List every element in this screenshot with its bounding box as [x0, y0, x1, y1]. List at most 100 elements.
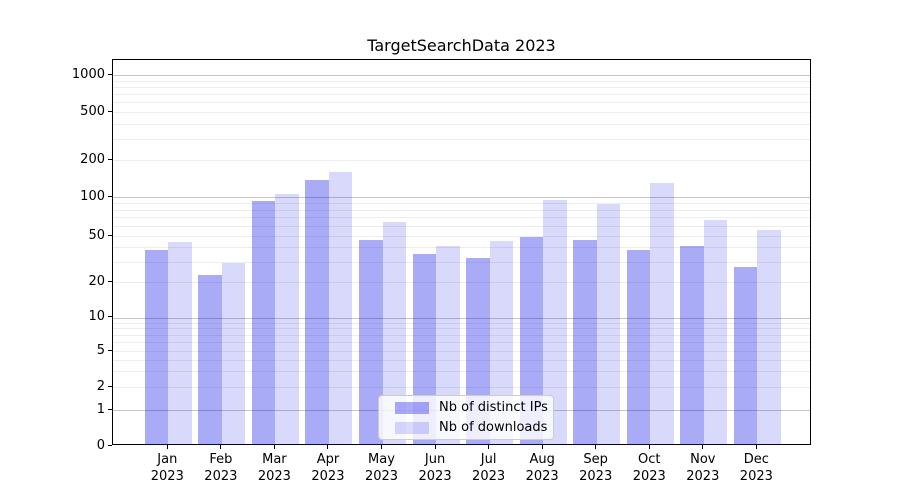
x-tick-label-apr: Apr 2023: [311, 452, 345, 484]
bar-downloads-apr-2023: [328, 171, 353, 445]
y-tick-label-2: 2: [96, 378, 105, 394]
gridline-minor-5: [113, 351, 810, 352]
bar-ips-may-2023: [359, 240, 383, 445]
gridline-minor-3: [113, 371, 810, 373]
y-tick-mark-1: [108, 408, 112, 410]
y-tick-mark-100: [108, 195, 112, 197]
bar-downloads-dec-2023: [757, 229, 781, 445]
gridline-minor-4: [113, 359, 810, 361]
bar-ips-apr-2023: [305, 179, 329, 445]
y-tick-label-500: 500: [80, 103, 105, 119]
legend-swatch-distinct-ips: [395, 401, 429, 414]
y-tick-label-0: 0: [96, 437, 105, 453]
y-tick-label-200: 200: [80, 151, 105, 167]
gridline-minor-20: [113, 282, 810, 283]
y-tick-label-1000: 1000: [71, 66, 105, 82]
x-tick-label-jun: Jun 2023: [418, 452, 452, 484]
legend-label-distinct-ips: Nb of distinct IPs: [439, 400, 548, 415]
y-tick-mark-20: [108, 280, 112, 282]
bar-ips-mar-2023: [251, 201, 276, 445]
gridline-minor-6: [113, 342, 810, 344]
gridline-minor-400: [113, 123, 810, 125]
gridline-minor-500: [113, 112, 810, 113]
x-tick-label-aug: Aug 2023: [525, 452, 559, 484]
y-tick-mark-10: [108, 316, 112, 317]
gridline-minor-50: [113, 236, 810, 237]
gridline-minor-90: [113, 202, 810, 204]
bar-ips-oct-2023: [626, 249, 651, 445]
bar-downloads-oct-2023: [650, 182, 674, 445]
y-tick-label-5: 5: [96, 342, 105, 358]
x-tick-label-jan: Jan 2023: [150, 452, 184, 484]
bar-downloads-feb-2023: [221, 263, 246, 445]
gridline-minor-7: [113, 334, 810, 336]
gridline-minor-30: [113, 261, 810, 263]
bar-downloads-may-2023: [382, 222, 406, 445]
y-tick-label-50: 50: [88, 227, 105, 243]
bar-downloads-sep-2023: [596, 204, 621, 445]
x-tick-label-oct: Oct 2023: [632, 452, 666, 484]
bar-downloads-aug-2023: [543, 199, 567, 445]
y-tick-label-10: 10: [88, 309, 105, 324]
y-tick-mark-5: [108, 349, 112, 351]
gridline-minor-9: [113, 322, 810, 324]
bar-ips-aug-2023: [519, 237, 544, 445]
y-tick-label-100: 100: [80, 188, 105, 204]
bar-ips-jan-2023: [144, 249, 169, 445]
y-tick-label-20: 20: [88, 273, 105, 289]
legend: Nb of distinct IPs Nb of downloads: [378, 395, 554, 440]
gridline-minor-80: [113, 209, 810, 211]
bar-downloads-nov-2023: [703, 220, 728, 445]
x-tick-mark-jun: [434, 445, 436, 449]
gridline-minor-900: [113, 80, 810, 82]
x-tick-mark-sep: [595, 445, 597, 449]
bar-downloads-jul-2023: [489, 241, 514, 445]
y-tick-mark-50: [108, 234, 112, 236]
legend-swatch-downloads: [395, 421, 429, 434]
bar-ips-nov-2023: [680, 245, 704, 445]
x-tick-mark-may: [381, 445, 382, 449]
gridline-minor-600: [113, 102, 810, 104]
x-tick-label-dec: Dec 2023: [739, 452, 773, 484]
gridline-major-100: [113, 197, 810, 198]
x-tick-mark-nov: [702, 445, 704, 449]
x-tick-label-feb: Feb 2023: [204, 452, 238, 484]
gridline-minor-2: [113, 387, 810, 388]
gridline-major-1000: [113, 75, 810, 76]
bar-ips-feb-2023: [198, 274, 222, 445]
gridline-minor-800: [113, 86, 810, 88]
y-tick-mark-200: [108, 158, 112, 160]
x-tick-label-nov: Nov 2023: [686, 452, 720, 484]
legend-label-downloads: Nb of downloads: [439, 420, 548, 435]
x-tick-mark-jan: [166, 445, 168, 449]
x-tick-label-sep: Sep 2023: [579, 452, 613, 484]
gridline-minor-40: [113, 247, 810, 249]
gridline-minor-200: [113, 160, 810, 161]
x-tick-mark-oct: [648, 445, 650, 449]
gridline-minor-70: [113, 217, 810, 219]
chart-title: TargetSearchData 2023: [367, 36, 556, 55]
gridline-minor-8: [113, 328, 810, 330]
legend-item-downloads: Nb of downloads: [379, 421, 553, 435]
x-tick-label-mar: Mar 2023: [257, 452, 291, 484]
y-tick-label-1: 1: [96, 401, 105, 417]
plot-area: [112, 59, 811, 445]
y-tick-mark-1000: [108, 73, 112, 75]
x-tick-label-jul: Jul 2023: [472, 452, 506, 484]
y-tick-mark-2: [108, 385, 112, 387]
gridline-minor-300: [113, 138, 810, 140]
legend-item-distinct-ips: Nb of distinct IPs: [379, 401, 553, 415]
gridline-minor-60: [113, 225, 810, 227]
y-tick-mark-500: [108, 110, 112, 112]
x-tick-mark-jul: [488, 445, 490, 449]
x-tick-mark-aug: [541, 445, 543, 449]
bar-downloads-mar-2023: [275, 194, 299, 445]
bar-downloads-jan-2023: [168, 242, 192, 445]
x-tick-label-may: May 2023: [364, 452, 399, 484]
bar-ips-dec-2023: [733, 266, 758, 445]
x-tick-mark-mar: [273, 445, 275, 449]
x-tick-mark-feb: [220, 445, 222, 449]
bar-ips-sep-2023: [573, 240, 597, 445]
gridline-major-10: [113, 317, 810, 319]
